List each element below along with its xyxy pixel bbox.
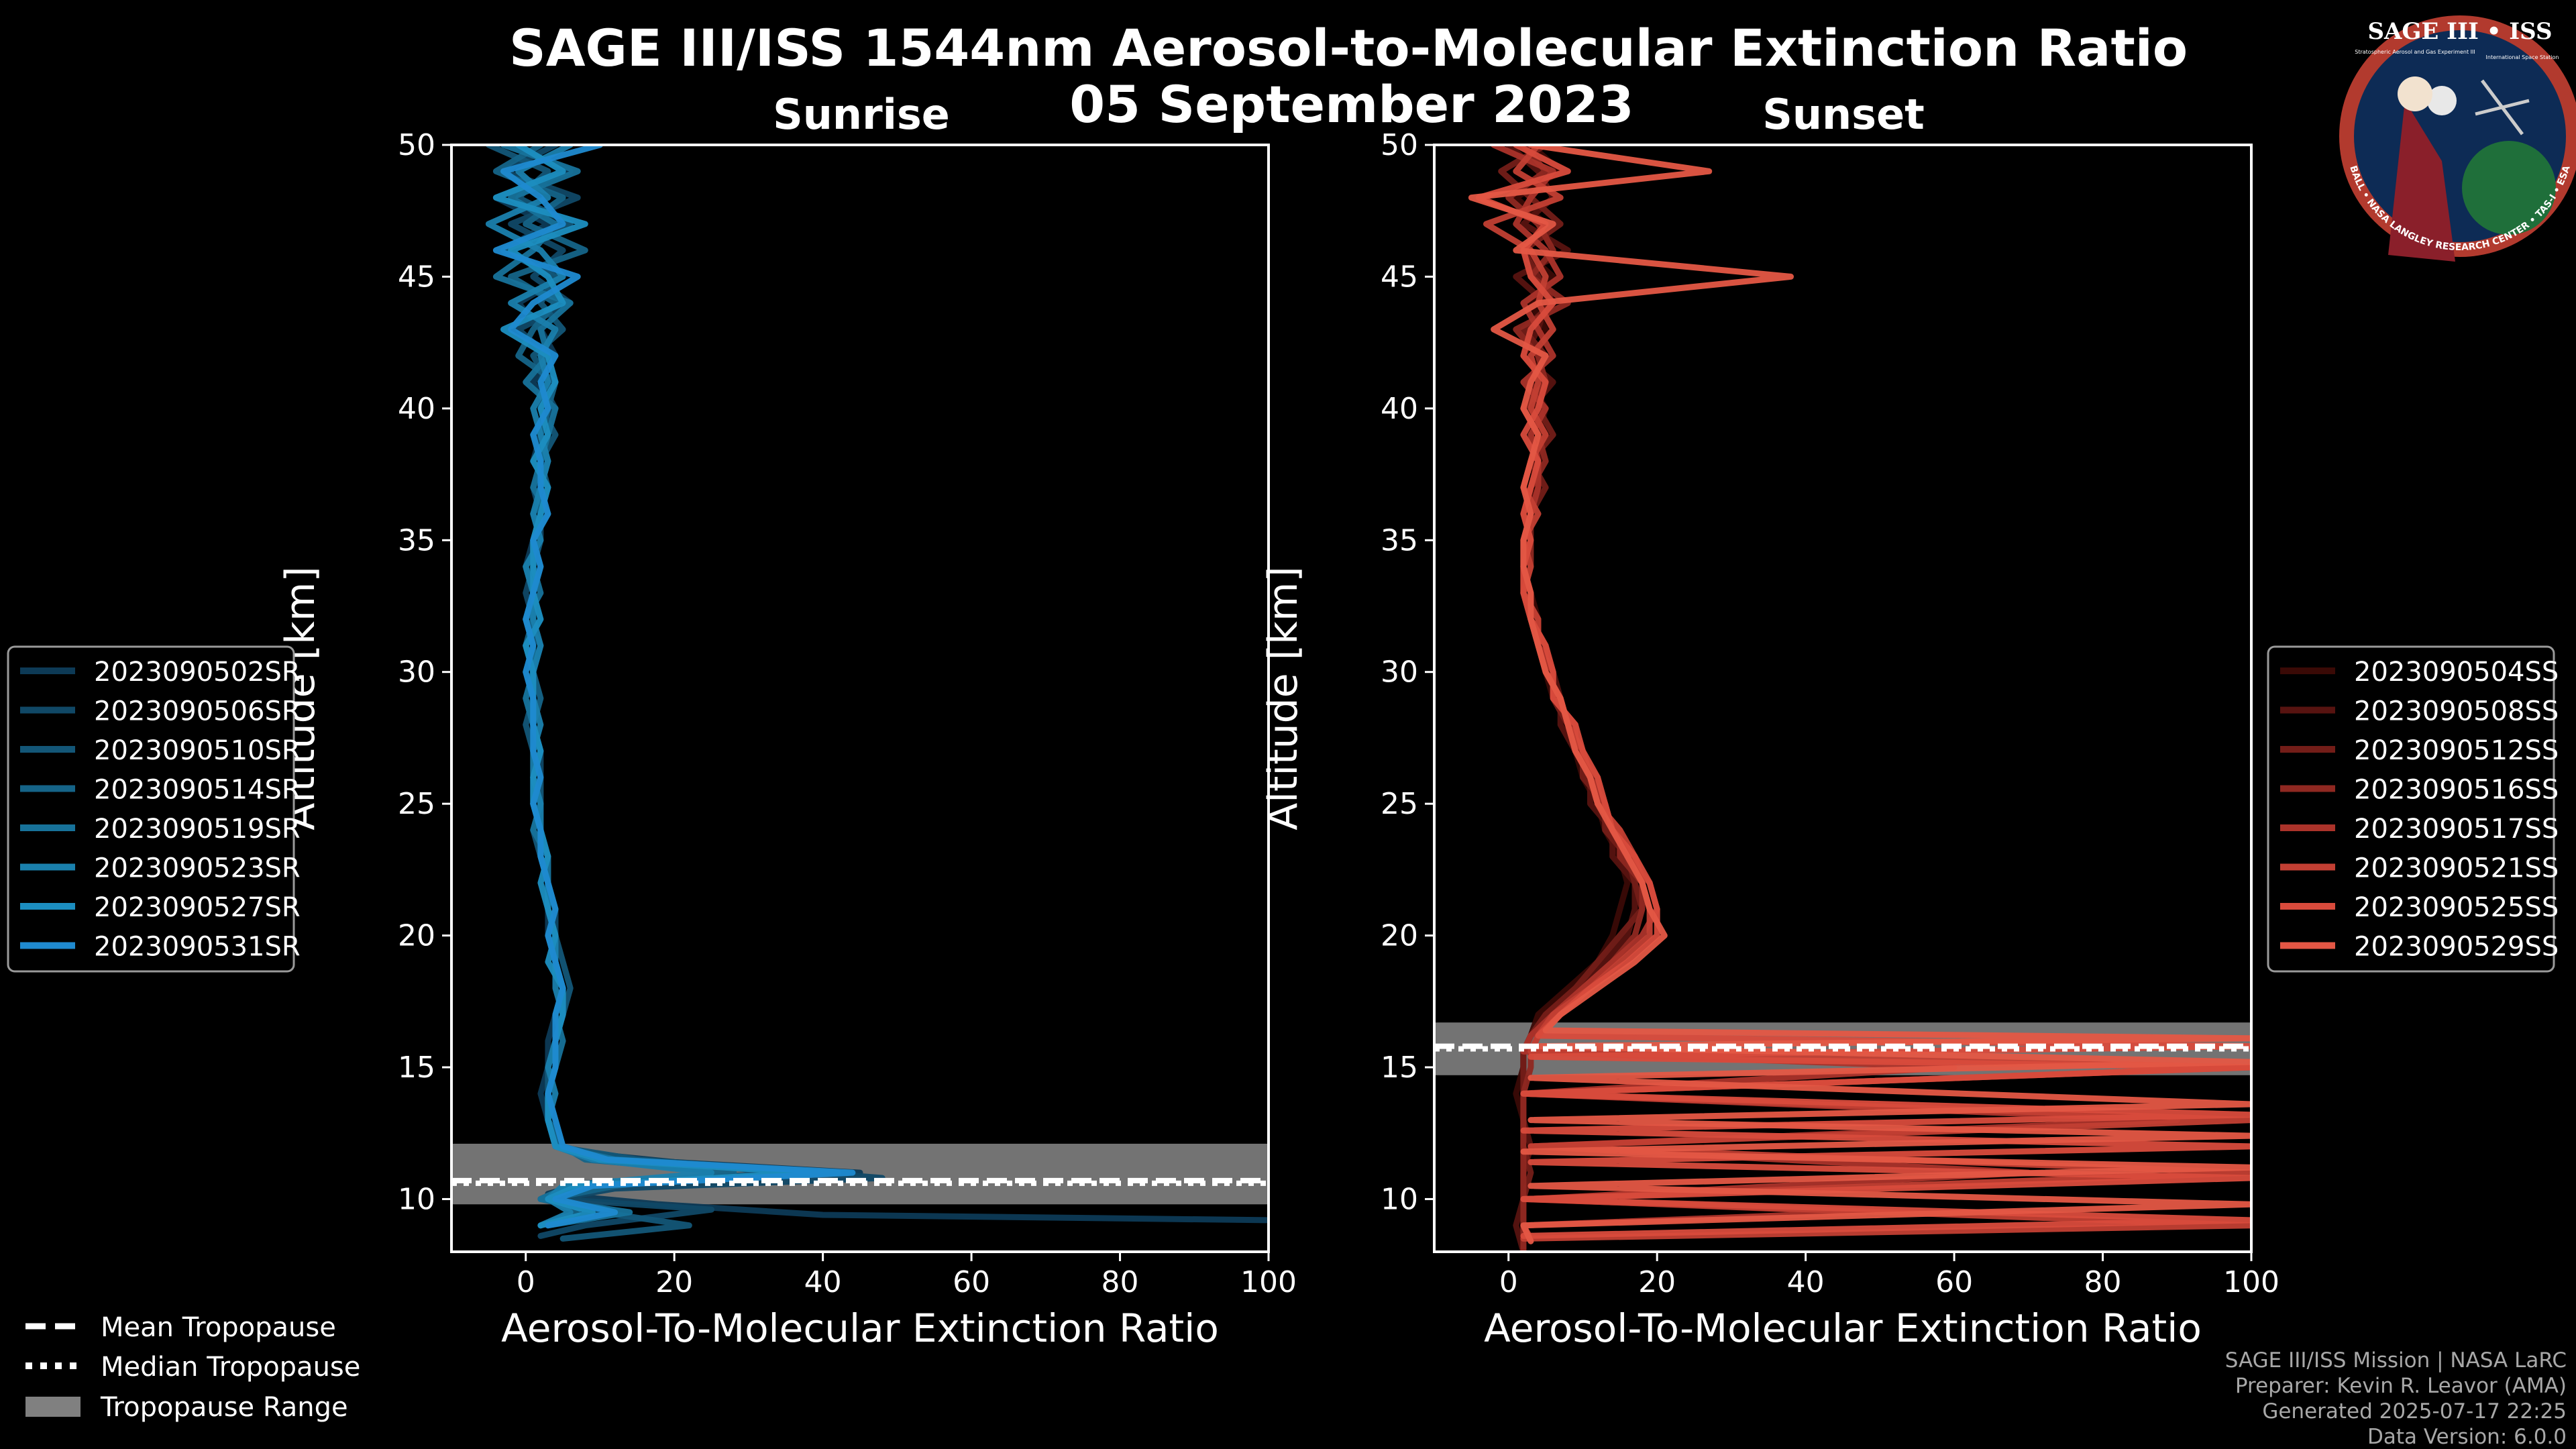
logo-inner-right-text: International Space Station [2486,54,2559,60]
sunset-xtick-label: 0 [1499,1265,1518,1299]
sunrise-ytick-label: 30 [398,655,435,690]
sunset-axes-frame [1433,144,2253,1253]
tropopause-legend: Mean Tropopause Median Tropopause Tropop… [25,1312,360,1423]
sunset-legend-label: 2023090517SS [2354,814,2559,845]
mean-tropopause-label: Mean Tropopause [101,1312,336,1343]
sunset-ytick-label: 30 [1381,655,1418,690]
sunrise-ytick-label: 45 [398,260,435,294]
figure-title: SAGE III/ISS 1544nm Aerosol-to-Molecular… [509,18,2188,78]
sunrise-panel: 0 20 40 60 80 100 10 15 20 25 30 35 40 45 50 Aerosol-To… [277,128,1297,1351]
sunrise-xtick-label: 100 [1240,1265,1297,1299]
sunrise-profile-2023090531SR [492,145,856,1229]
footer-preparer: Preparer: Kevin R. Leavor (AMA) [2235,1374,2567,1398]
sunrise-ytick-label: 25 [398,787,435,821]
sunrise-xtick-label: 60 [953,1265,990,1299]
sunset-legend-frame [2267,645,2555,973]
sunrise-legend-label: 2023090519SR [94,814,301,845]
sunset-xtick-label: 80 [2084,1265,2122,1299]
sunset-x-axis-label: Aerosol-To-Molecular Extinction Ratio [1484,1305,2202,1351]
sunrise-xtick-label: 20 [655,1265,693,1299]
sunrise-x-axis-label: Aerosol-To-Molecular Extinction Ratio [501,1305,1219,1351]
sunset-ytick-label: 40 [1381,392,1418,426]
sunrise-plot-area [451,145,1269,1242]
sunset-ytick-label: 10 [1381,1182,1418,1216]
sunset-xtick-label: 20 [1638,1265,1676,1299]
logo-top-text: SAGE III • ISS [2367,18,2552,45]
sunset-xtick-label: 40 [1787,1265,1825,1299]
sunset-ytick-label: 45 [1381,260,1418,294]
sunset-panel-title: Sunset [1762,90,1925,139]
sunrise-xtick-label: 0 [517,1265,535,1299]
sunset-legend: 2023090504SS 2023090508SS 2023090512SS 2023… [2267,645,2559,973]
sunset-y-axis-label: Altitude [km] [1260,566,1307,830]
sunset-legend-label: 2023090516SS [2354,775,2559,806]
sunrise-axes-frame [450,144,1270,1253]
sunrise-xtick-label: 80 [1102,1265,1139,1299]
sunrise-ytick-label: 50 [398,128,435,162]
earth-icon [2462,141,2556,235]
sunrise-legend-label: 2023090514SR [94,775,301,806]
sunset-ytick-label: 35 [1381,523,1418,557]
logo-inner-left-text: Stratospheric Aerosol and Gas Experiment… [2355,49,2475,55]
sunset-ytick-label: 25 [1381,787,1418,821]
sunset-legend-label: 2023090525SS [2354,892,2559,923]
sunset-xtick-label: 60 [1935,1265,1973,1299]
sunset-legend-label: 2023090504SS [2354,657,2559,688]
median-tropopause-label: Median Tropopause [101,1352,360,1383]
tropopause-range-label: Tropopause Range [100,1392,348,1423]
sunset-ytick-label: 50 [1381,128,1418,162]
sunrise-legend-label: 2023090502SR [94,657,301,688]
sunrise-legend-label: 2023090523SR [94,853,301,884]
sunrise-ytick-label: 15 [398,1051,435,1085]
sunset-profile-2023090529SS [1468,145,2251,1244]
sunset-legend-label: 2023090529SS [2354,932,2559,963]
footer-generated: Generated 2025-07-17 22:25 [2262,1399,2567,1424]
tropopause-range-swatch [25,1397,80,1417]
footer: SAGE III/ISS Mission | NASA LaRC Prepare… [2225,1348,2567,1449]
sunrise-xtick-label: 40 [804,1265,842,1299]
sage-iii-iss-mission-logo: SAGE III • ISS Stratospheric Aerosol and… [2339,15,2576,262]
sunrise-legend-label: 2023090506SR [94,696,301,727]
sunset-ytick-label: 15 [1381,1051,1418,1085]
iss-solar-array-icon [2475,99,2530,116]
sunrise-ytick-label: 10 [398,1182,435,1216]
sunrise-legend-label: 2023090527SR [94,892,301,923]
footer-data-version: Data Version: 6.0.0 [2367,1425,2567,1449]
sunrise-ytick-label: 20 [398,919,435,953]
moon-icon [2427,86,2457,115]
wizard-figure-icon [2388,101,2455,262]
sunrise-legend-label: 2023090531SR [94,932,301,963]
sunset-panel: 0 20 40 60 80 100 10 15 20 25 30 35 40 45 50 Aerosol-To… [1260,128,2279,1351]
sunrise-legend-frame [7,645,295,973]
sunset-legend-label: 2023090512SS [2354,735,2559,766]
sunrise-legend-label: 2023090510SR [94,735,301,766]
sunset-ytick-label: 20 [1381,919,1418,953]
sunset-legend-label: 2023090508SS [2354,696,2559,727]
sunrise-ytick-label: 40 [398,392,435,426]
sunrise-ytick-label: 35 [398,523,435,557]
sunset-plot-area [1434,145,2251,1252]
footer-mission: SAGE III/ISS Mission | NASA LaRC [2225,1348,2567,1373]
sunset-legend-label: 2023090521SS [2354,853,2559,884]
wizard-head-icon [2398,76,2432,111]
figure-date: 05 September 2023 [1069,74,1633,134]
sunrise-legend: 2023090502SR 2023090506SR 2023090510SR 2023… [7,645,301,973]
sunrise-panel-title: Sunrise [773,90,950,139]
sunset-xtick-label: 100 [2223,1265,2279,1299]
